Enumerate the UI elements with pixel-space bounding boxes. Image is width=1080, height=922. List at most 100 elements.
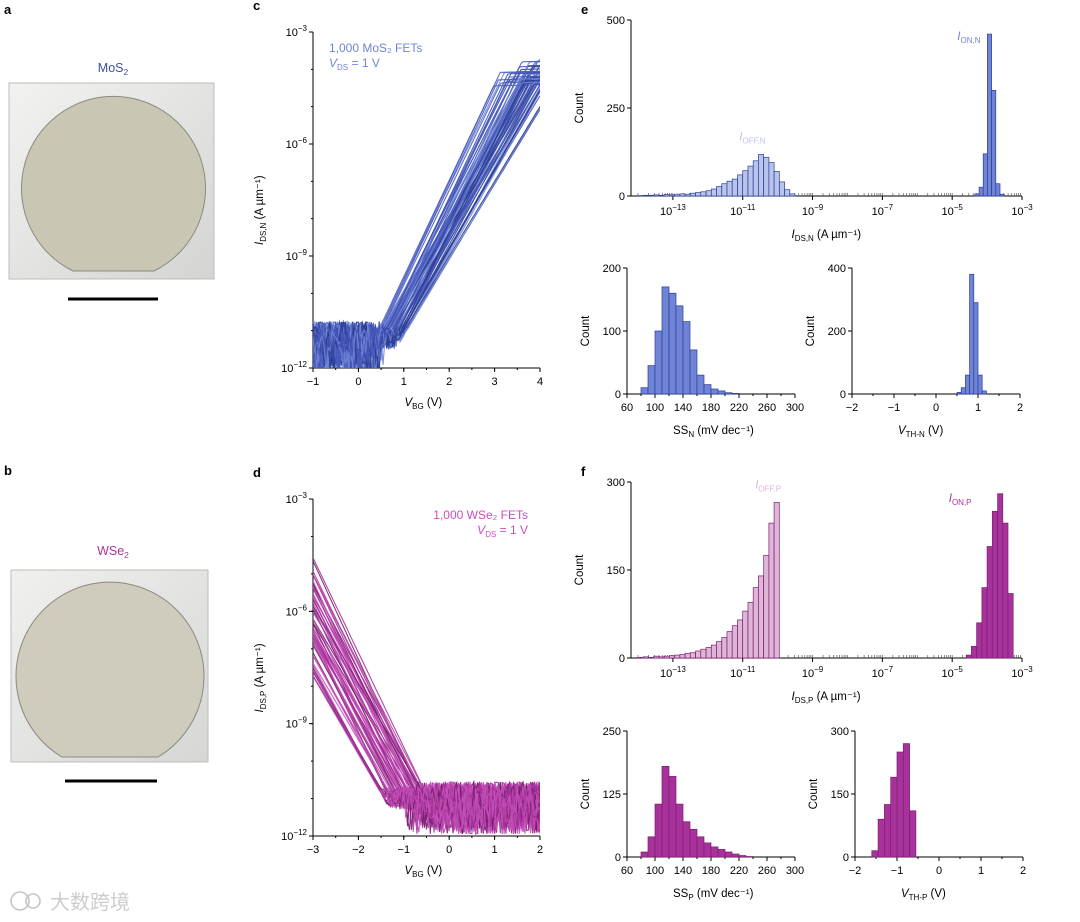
histogram-bar bbox=[648, 657, 655, 659]
histogram-bar bbox=[710, 846, 719, 858]
histogram-bar bbox=[758, 154, 764, 197]
y-tick-label: 0 bbox=[840, 389, 846, 401]
histogram-bar bbox=[721, 637, 728, 659]
histogram-bar bbox=[978, 186, 984, 197]
x-tick-label: 10−13 bbox=[660, 203, 686, 218]
x-tick-label: 180 bbox=[702, 865, 720, 877]
histogram-bar bbox=[731, 393, 740, 395]
histogram-bar bbox=[995, 183, 1001, 197]
x-tick-label: 100 bbox=[646, 402, 664, 414]
x-tick-label: 140 bbox=[674, 402, 692, 414]
histogram-bar bbox=[971, 645, 977, 659]
y-tick-label: 0 bbox=[843, 852, 849, 864]
panel-a-letter: a bbox=[4, 2, 12, 17]
x-tick-label: 10−9 bbox=[802, 665, 824, 680]
x-tick-label: 260 bbox=[758, 402, 776, 414]
panel-e-ss-histogram: 60 100 140 180 220 260 300 0 100 200 SSN (mV dec⁻¹… bbox=[580, 263, 804, 439]
chart-subtitle: VDS = 1 V bbox=[329, 56, 380, 72]
x-tick-label: −2 bbox=[846, 402, 859, 414]
histogram-bar bbox=[661, 765, 670, 858]
x-tick-label: 0 bbox=[933, 402, 939, 414]
histogram-bar bbox=[648, 194, 655, 197]
histogram-bar bbox=[700, 191, 707, 197]
histogram-bar bbox=[674, 193, 681, 197]
transfer-curve bbox=[313, 605, 540, 831]
x-axis-label: IDS,P (A µm⁻¹) bbox=[792, 691, 861, 705]
histogram-bar bbox=[658, 656, 665, 659]
histogram-bar bbox=[981, 587, 988, 659]
histogram-bar bbox=[661, 286, 670, 395]
histogram-bar bbox=[965, 654, 972, 659]
y-axis-label: Count bbox=[808, 778, 820, 809]
transfer-curve bbox=[313, 580, 540, 833]
histogram-bar bbox=[642, 656, 649, 659]
watermark: 大数跨境 bbox=[10, 891, 130, 914]
x-tick-label: −1 bbox=[307, 376, 320, 388]
histogram-bar bbox=[981, 390, 987, 395]
y-tick-label: 10−12 bbox=[281, 828, 307, 843]
histogram-bar bbox=[763, 554, 770, 659]
y-tick-label: 10−12 bbox=[281, 360, 307, 375]
y-tick-label: 10−3 bbox=[286, 491, 308, 506]
y-axis-label: Count bbox=[805, 315, 817, 346]
histogram-bar bbox=[742, 170, 749, 197]
histogram-bar bbox=[653, 194, 660, 197]
panel-e-current-histogram: e 10−13 10−11 10−9 10−7 10−5 10−3 0 250 500 IDS,N … bbox=[574, 2, 1033, 243]
histogram-bar bbox=[784, 189, 791, 197]
wse2-wafer-photo bbox=[10, 569, 209, 763]
histogram-bar bbox=[689, 828, 698, 858]
histogram-bar bbox=[705, 190, 712, 197]
histogram-bar bbox=[956, 392, 962, 395]
histogram-bar bbox=[973, 302, 979, 395]
histogram-bar bbox=[773, 502, 780, 659]
histogram-bar bbox=[768, 162, 775, 197]
x-tick-label: 10−5 bbox=[941, 665, 963, 680]
histogram-bar bbox=[654, 330, 663, 395]
chart-title: 1,000 MoS₂ FETs bbox=[329, 41, 422, 55]
histogram-bar bbox=[731, 178, 738, 197]
histogram-bar bbox=[969, 273, 975, 395]
histogram-bar bbox=[737, 619, 744, 659]
transfer-curve bbox=[313, 77, 540, 368]
x-tick-label: 0 bbox=[355, 376, 361, 388]
y-tick-label: 400 bbox=[828, 263, 846, 275]
histogram-bar bbox=[742, 610, 749, 659]
histogram-bar bbox=[668, 776, 677, 858]
y-tick-label: 10−6 bbox=[286, 603, 308, 618]
histogram-bar bbox=[716, 186, 723, 197]
histogram-bar bbox=[731, 625, 738, 659]
histogram-bar bbox=[997, 493, 1004, 659]
x-tick-label: 2 bbox=[446, 376, 452, 388]
histogram-bar bbox=[695, 192, 702, 197]
histogram-bar bbox=[724, 851, 733, 858]
histogram-bar bbox=[640, 851, 649, 858]
transfer-curves bbox=[313, 557, 540, 836]
wse2-wafer-disc bbox=[15, 581, 205, 758]
x-axis-label: SSN (mV dec⁻¹) bbox=[673, 425, 754, 439]
y-tick-label: 500 bbox=[607, 15, 625, 27]
y-tick-label: 100 bbox=[603, 326, 621, 338]
histogram-bar bbox=[674, 654, 681, 659]
histogram-bar bbox=[773, 171, 780, 197]
histogram-bar bbox=[682, 821, 691, 858]
histogram-bar bbox=[871, 850, 879, 858]
y-tick-label: 10−3 bbox=[286, 24, 308, 39]
y-tick-label: 200 bbox=[828, 326, 846, 338]
x-axis-label: SSP (mV dec⁻¹) bbox=[673, 888, 754, 902]
axis-frame bbox=[630, 482, 1022, 659]
histogram-bar bbox=[752, 587, 759, 659]
panel-e-vth-histogram: −2 −1 0 1 2 0 200 400 VTH-N (V) Count bbox=[805, 263, 1023, 439]
y-tick-label: 150 bbox=[607, 565, 625, 577]
histogram-bar bbox=[689, 652, 696, 659]
histogram-bar bbox=[890, 776, 898, 858]
histogram-bar bbox=[675, 305, 684, 395]
mos2-wafer-disc bbox=[21, 95, 206, 272]
histogram-bar bbox=[696, 836, 705, 858]
y-axis-label: Count bbox=[574, 92, 586, 123]
x-tick-label: 300 bbox=[786, 865, 804, 877]
x-tick-label: 2 bbox=[537, 844, 543, 856]
histogram-bar bbox=[679, 193, 686, 197]
histogram-bar bbox=[679, 654, 686, 659]
x-tick-label: 180 bbox=[702, 402, 720, 414]
histogram-bar bbox=[987, 33, 992, 197]
